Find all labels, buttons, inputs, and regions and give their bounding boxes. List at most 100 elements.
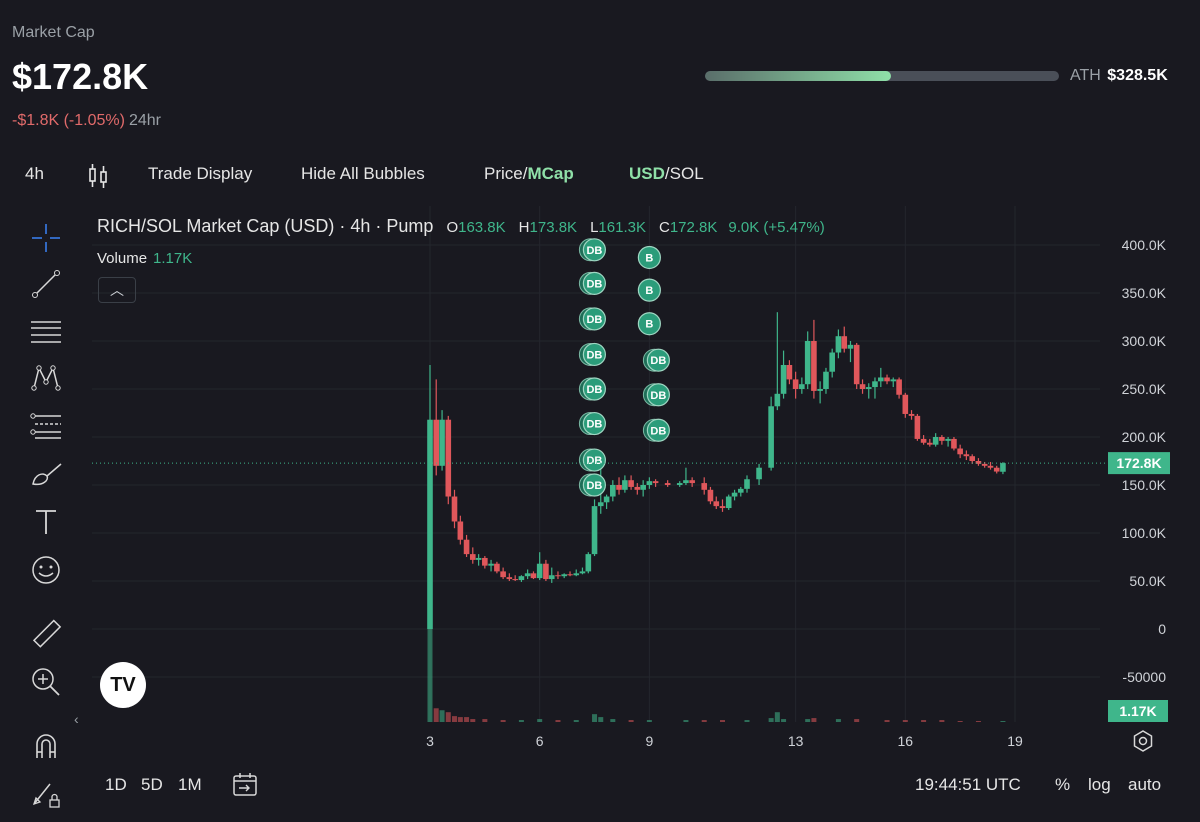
range-1d-button[interactable]: 1D xyxy=(105,775,127,794)
currency-toggle[interactable]: USD/SOL xyxy=(629,164,704,184)
ath-value: $328.5K xyxy=(1107,67,1168,84)
trade-bubble-label: DB xyxy=(586,480,602,492)
mcap-option[interactable]: MCap xyxy=(527,164,574,183)
candle-body xyxy=(914,415,921,439)
brush-icon[interactable] xyxy=(26,456,66,492)
volume-bar xyxy=(470,719,476,722)
volume-legend: Volume 1.17K xyxy=(97,250,192,267)
magnet-icon[interactable] xyxy=(26,728,66,764)
collapse-toolbar-icon[interactable]: ‹ xyxy=(74,711,79,727)
candle-body xyxy=(445,419,452,497)
volume-bar xyxy=(427,624,433,722)
volume-bar xyxy=(445,712,451,722)
y-tick-label: 150.0K xyxy=(1122,477,1167,493)
time-axis[interactable]: 3 6 9 13 16 19 xyxy=(426,733,1023,749)
volume-bar xyxy=(1000,721,1006,722)
candle-body xyxy=(817,389,823,391)
chart-legend: RICH/SOL Market Cap (USD) · 4h · Pump O1… xyxy=(97,216,825,237)
zoom-in-icon[interactable] xyxy=(26,664,66,700)
candle-body xyxy=(829,352,835,372)
volume-bar xyxy=(921,720,927,722)
last-volume-tag xyxy=(1108,700,1168,722)
emoji-icon[interactable] xyxy=(26,552,66,588)
trade-display-button[interactable]: Trade Display xyxy=(148,164,253,183)
y-tick-label: 350.0K xyxy=(1122,285,1167,301)
trend-line-icon[interactable] xyxy=(26,266,66,302)
volume-bar xyxy=(464,717,470,722)
candle-body xyxy=(512,579,518,581)
lock-drawings-icon[interactable] xyxy=(26,776,66,812)
usd-option[interactable]: USD xyxy=(629,164,665,183)
y-tick-label: 50.0K xyxy=(1129,573,1166,589)
go-to-date-icon[interactable] xyxy=(231,771,259,804)
candle-body xyxy=(792,379,799,389)
volume-bar xyxy=(598,717,604,722)
range-1m-button[interactable]: 1M xyxy=(178,775,202,794)
trade-bubble xyxy=(582,307,606,331)
trade-bubble xyxy=(646,348,670,372)
forecast-icon[interactable] xyxy=(26,408,66,444)
trade-bubble-label: DB xyxy=(586,349,602,361)
y-tick-label: 0 xyxy=(1158,621,1166,637)
trade-bubble-label: DB xyxy=(586,455,602,467)
tradingview-logo-icon[interactable]: TV xyxy=(100,662,146,708)
candles-icon[interactable] xyxy=(87,162,109,195)
chart-toolbar: 4h Trade Display Hide All Bubbles Price/… xyxy=(0,164,1200,188)
sol-option[interactable]: SOL xyxy=(669,164,704,183)
range-5d-button[interactable]: 5D xyxy=(141,775,163,794)
candle-body xyxy=(676,483,683,485)
x-tick-label: 19 xyxy=(1007,733,1023,749)
candle-body xyxy=(591,506,598,555)
fib-lines-icon[interactable] xyxy=(26,314,66,350)
volume-bar xyxy=(744,720,750,722)
price-mcap-toggle[interactable]: Price/MCap xyxy=(484,164,574,184)
candle-body xyxy=(969,456,976,461)
ruler-icon[interactable] xyxy=(26,616,66,652)
market-cap-chart[interactable]: DB DB DB DB DB DB DB DB B B B DB DB DB 172.8K 1.17K 40… xyxy=(0,200,1200,760)
candle-body xyxy=(799,384,805,389)
trade-bubble xyxy=(582,411,606,436)
settings-icon[interactable] xyxy=(1131,729,1155,758)
volume-label: Volume xyxy=(97,250,148,267)
text-tool-icon[interactable] xyxy=(26,504,66,540)
candle-body xyxy=(555,575,561,577)
trade-bubble xyxy=(582,238,606,262)
trade-bubble-label: DB xyxy=(650,390,666,402)
auto-toggle[interactable]: auto xyxy=(1128,775,1162,794)
candle-body xyxy=(530,573,537,579)
collapse-legend-button[interactable]: ︿ xyxy=(98,277,136,303)
candle-body xyxy=(494,563,500,572)
price-option[interactable]: Price xyxy=(484,164,523,183)
candle-body xyxy=(610,485,616,497)
candle-body xyxy=(597,502,604,507)
symbol-title: RICH/SOL Market Cap (USD) · 4h · Pump xyxy=(97,216,434,236)
candle-body xyxy=(756,467,762,480)
candle-body xyxy=(500,571,506,578)
utc-clock[interactable]: 19:44:51 UTC xyxy=(915,775,1021,794)
candle-body xyxy=(707,489,714,502)
candle-body xyxy=(975,461,982,464)
volume-bar xyxy=(720,720,725,722)
price-axis[interactable]: 400.0K 350.0K 300.0K 250.0K 200.0K 150.0K 100.… xyxy=(1122,237,1167,685)
interval-button[interactable]: 4h xyxy=(25,164,44,183)
candle-body xyxy=(536,563,543,579)
x-tick-label: 9 xyxy=(645,733,653,749)
candle-body xyxy=(488,563,494,566)
candle-body xyxy=(469,554,476,560)
trade-bubble xyxy=(646,383,670,407)
candle-body xyxy=(719,506,726,509)
percent-toggle[interactable]: % xyxy=(1055,775,1071,794)
x-tick-label: 6 xyxy=(536,733,544,749)
candle-body xyxy=(543,563,549,580)
candle-body xyxy=(573,573,580,576)
hide-bubbles-button[interactable]: Hide All Bubbles xyxy=(301,164,425,183)
crosshair-icon[interactable] xyxy=(26,220,66,256)
toggle-separator: / xyxy=(522,164,528,183)
volume-bar xyxy=(610,719,616,722)
candle-body xyxy=(427,419,433,629)
trade-bubble-label: DB xyxy=(586,419,602,431)
volume-value: 1.17K xyxy=(153,250,193,267)
log-toggle[interactable]: log xyxy=(1088,775,1111,794)
ath-progress-fill xyxy=(705,71,892,81)
pattern-icon[interactable] xyxy=(26,360,66,396)
